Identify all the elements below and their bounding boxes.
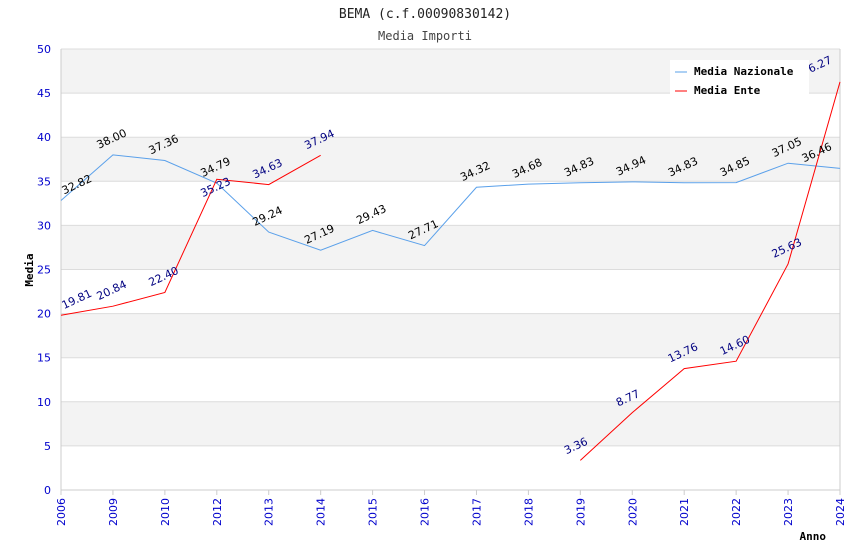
grid-band: [61, 313, 840, 358]
x-tick-label: 2020: [626, 498, 639, 526]
chart-title: BEMA (c.f.00090830142): [339, 7, 511, 22]
data-label: 29.43: [354, 202, 388, 227]
y-tick-label: 10: [37, 396, 51, 409]
x-tick-label: 2019: [574, 498, 587, 526]
x-tick-label: 2022: [730, 498, 743, 526]
y-tick-label: 20: [37, 308, 51, 321]
y-tick-label: 30: [37, 219, 51, 232]
data-label: 20.84: [95, 278, 129, 303]
grid-band: [61, 401, 840, 446]
x-tick-label: 2013: [263, 498, 276, 526]
y-axis-label: Media: [23, 253, 36, 286]
y-tick-label: 0: [44, 484, 51, 497]
data-label: 19.81: [60, 287, 94, 312]
x-tick-label: 2023: [782, 498, 795, 526]
x-tick-label: 2021: [678, 498, 691, 526]
y-tick-label: 40: [37, 131, 51, 144]
y-tick-label: 35: [37, 175, 51, 188]
x-tick-label: 2018: [522, 498, 535, 526]
legend: Media Nazionale Media Ente: [670, 60, 809, 97]
y-tick-label: 25: [37, 264, 51, 277]
legend-label-nazionale: Media Nazionale: [694, 65, 794, 78]
series-line-ente: [579, 81, 841, 461]
x-tick-label: 2017: [470, 498, 483, 526]
x-tick-label: 2014: [315, 498, 328, 526]
chart-subtitle: Media Importi: [378, 29, 472, 43]
x-tick-label: 2006: [55, 498, 68, 526]
x-tick-label: 2010: [159, 498, 172, 526]
grid-band: [61, 225, 840, 270]
x-tick-label: 2012: [211, 498, 224, 526]
grid-band: [61, 137, 840, 182]
x-tick-label: 2015: [367, 498, 380, 526]
x-tick-label: 2016: [419, 498, 432, 526]
y-tick-label: 15: [37, 352, 51, 365]
y-tick-label: 45: [37, 87, 51, 100]
legend-label-ente: Media Ente: [694, 84, 761, 97]
x-axis-label: Anno: [800, 530, 827, 543]
y-tick-label: 50: [37, 43, 51, 56]
series-line-nazionale: [60, 154, 841, 251]
y-tick-label: 5: [44, 440, 51, 453]
series-line-ente: [60, 154, 321, 316]
x-tick-label: 2009: [107, 498, 120, 526]
x-tick-label: 2024: [834, 498, 847, 526]
